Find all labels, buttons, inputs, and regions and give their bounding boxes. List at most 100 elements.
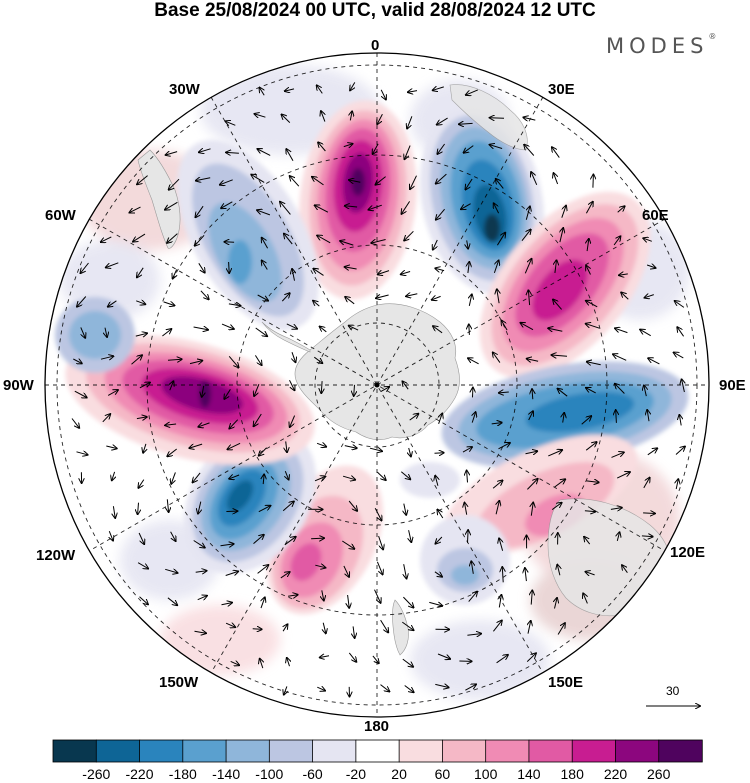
wind-vector — [548, 450, 562, 457]
antarctic-peninsula — [261, 321, 311, 353]
wind-vector — [105, 327, 107, 337]
wind-vector — [471, 561, 473, 574]
wind-vector — [349, 326, 359, 331]
wind-vector — [615, 328, 628, 334]
wind-vector — [220, 179, 233, 185]
wind-vector — [502, 321, 508, 331]
wind-vector — [321, 111, 325, 122]
wind-vector — [409, 447, 411, 456]
wind-vector — [644, 386, 646, 397]
wind-vector — [380, 619, 389, 632]
wind-vector — [648, 358, 660, 365]
wind-vector — [196, 178, 211, 181]
wind-vector — [198, 501, 201, 514]
wind-vector — [137, 175, 148, 185]
colorbar — [52, 739, 703, 763]
lon-label-120w: 120W — [36, 547, 76, 564]
wind-vector — [369, 204, 382, 210]
wind-vector — [679, 415, 681, 426]
wind-vector — [263, 475, 264, 485]
colorbar-tick-label: 220 — [603, 766, 628, 782]
wind-vector — [529, 411, 533, 421]
wind-vector — [345, 267, 357, 269]
map-disc — [45, 53, 709, 717]
lon-label-60e: 60E — [642, 207, 669, 224]
wind-vector — [404, 503, 406, 515]
wind-vector — [429, 602, 442, 606]
wind-vector — [593, 175, 594, 188]
wind-vector — [138, 479, 145, 488]
wind-vector — [552, 355, 568, 356]
wind-vector — [131, 355, 143, 365]
wind-vector — [531, 172, 538, 186]
brand-text: MODES — [606, 34, 709, 58]
wind-vector — [112, 471, 115, 480]
wind-vector — [525, 451, 538, 454]
wind-vector — [377, 113, 383, 124]
colorbar-tick-label: 180 — [560, 766, 584, 782]
wind-vector — [193, 540, 205, 548]
wind-vector — [645, 295, 654, 298]
wind-vector — [252, 629, 262, 630]
wind-vector — [433, 239, 438, 250]
colorbar-tick-label: -100 — [255, 766, 284, 782]
wind-vector — [467, 634, 481, 636]
wind-vector — [469, 294, 472, 307]
wind-vector — [225, 623, 235, 627]
wind-vector — [468, 358, 479, 365]
wind-vector — [198, 423, 210, 427]
registered-mark: ® — [708, 32, 717, 41]
lon-label-30e: 30E — [548, 81, 575, 98]
lon-label-90w: 90W — [3, 377, 34, 394]
wind-vector — [585, 202, 592, 214]
wind-vector — [490, 145, 503, 149]
wind-vector — [196, 205, 204, 217]
wind-vector — [259, 447, 267, 456]
wind-vector — [369, 448, 382, 451]
wind-vector — [496, 655, 508, 664]
wind-vector — [548, 328, 563, 331]
wind-vector — [106, 446, 116, 449]
wind-vector — [472, 412, 475, 423]
wind-vector — [435, 268, 445, 270]
wind-vector — [173, 269, 177, 279]
wind-vector — [113, 506, 115, 518]
wind-vector — [340, 241, 354, 246]
wind-vector — [80, 327, 85, 337]
wind-vector — [106, 262, 119, 268]
wind-vector — [317, 85, 323, 94]
wind-vector — [286, 441, 287, 452]
wind-vector — [292, 269, 294, 281]
wind-vector — [496, 233, 505, 246]
wind-vector — [587, 362, 601, 365]
wind-vector — [499, 595, 501, 608]
wind-vector — [532, 389, 533, 400]
wind-vector — [499, 538, 503, 551]
wind-vector — [283, 624, 287, 632]
wind-vector — [617, 532, 619, 542]
wind-vector — [493, 261, 498, 274]
wind-vector — [109, 531, 113, 540]
colorbar-swatch — [355, 739, 400, 763]
wind-vector — [199, 149, 211, 153]
wind-vector — [200, 290, 209, 300]
wind-vector — [162, 329, 171, 337]
wind-vector — [468, 592, 477, 602]
wind-vector — [676, 479, 678, 490]
wind-vector — [405, 145, 411, 160]
wind-vector — [435, 476, 438, 486]
lon-label-30w: 30W — [169, 81, 200, 98]
wind-vector — [193, 327, 208, 330]
wind-vector — [581, 416, 592, 425]
wind-vector — [189, 443, 203, 448]
colorbar-tick-label: -60 — [302, 766, 323, 782]
wind-vector — [528, 290, 529, 306]
wind-vector — [521, 230, 531, 242]
wind-vector — [197, 596, 207, 600]
wind-vector — [167, 233, 178, 243]
wind-vector — [554, 173, 558, 185]
wind-vector — [436, 173, 447, 184]
wind-vector — [434, 571, 442, 577]
wind-vector — [226, 152, 239, 153]
colorbar-swatch — [658, 739, 703, 763]
